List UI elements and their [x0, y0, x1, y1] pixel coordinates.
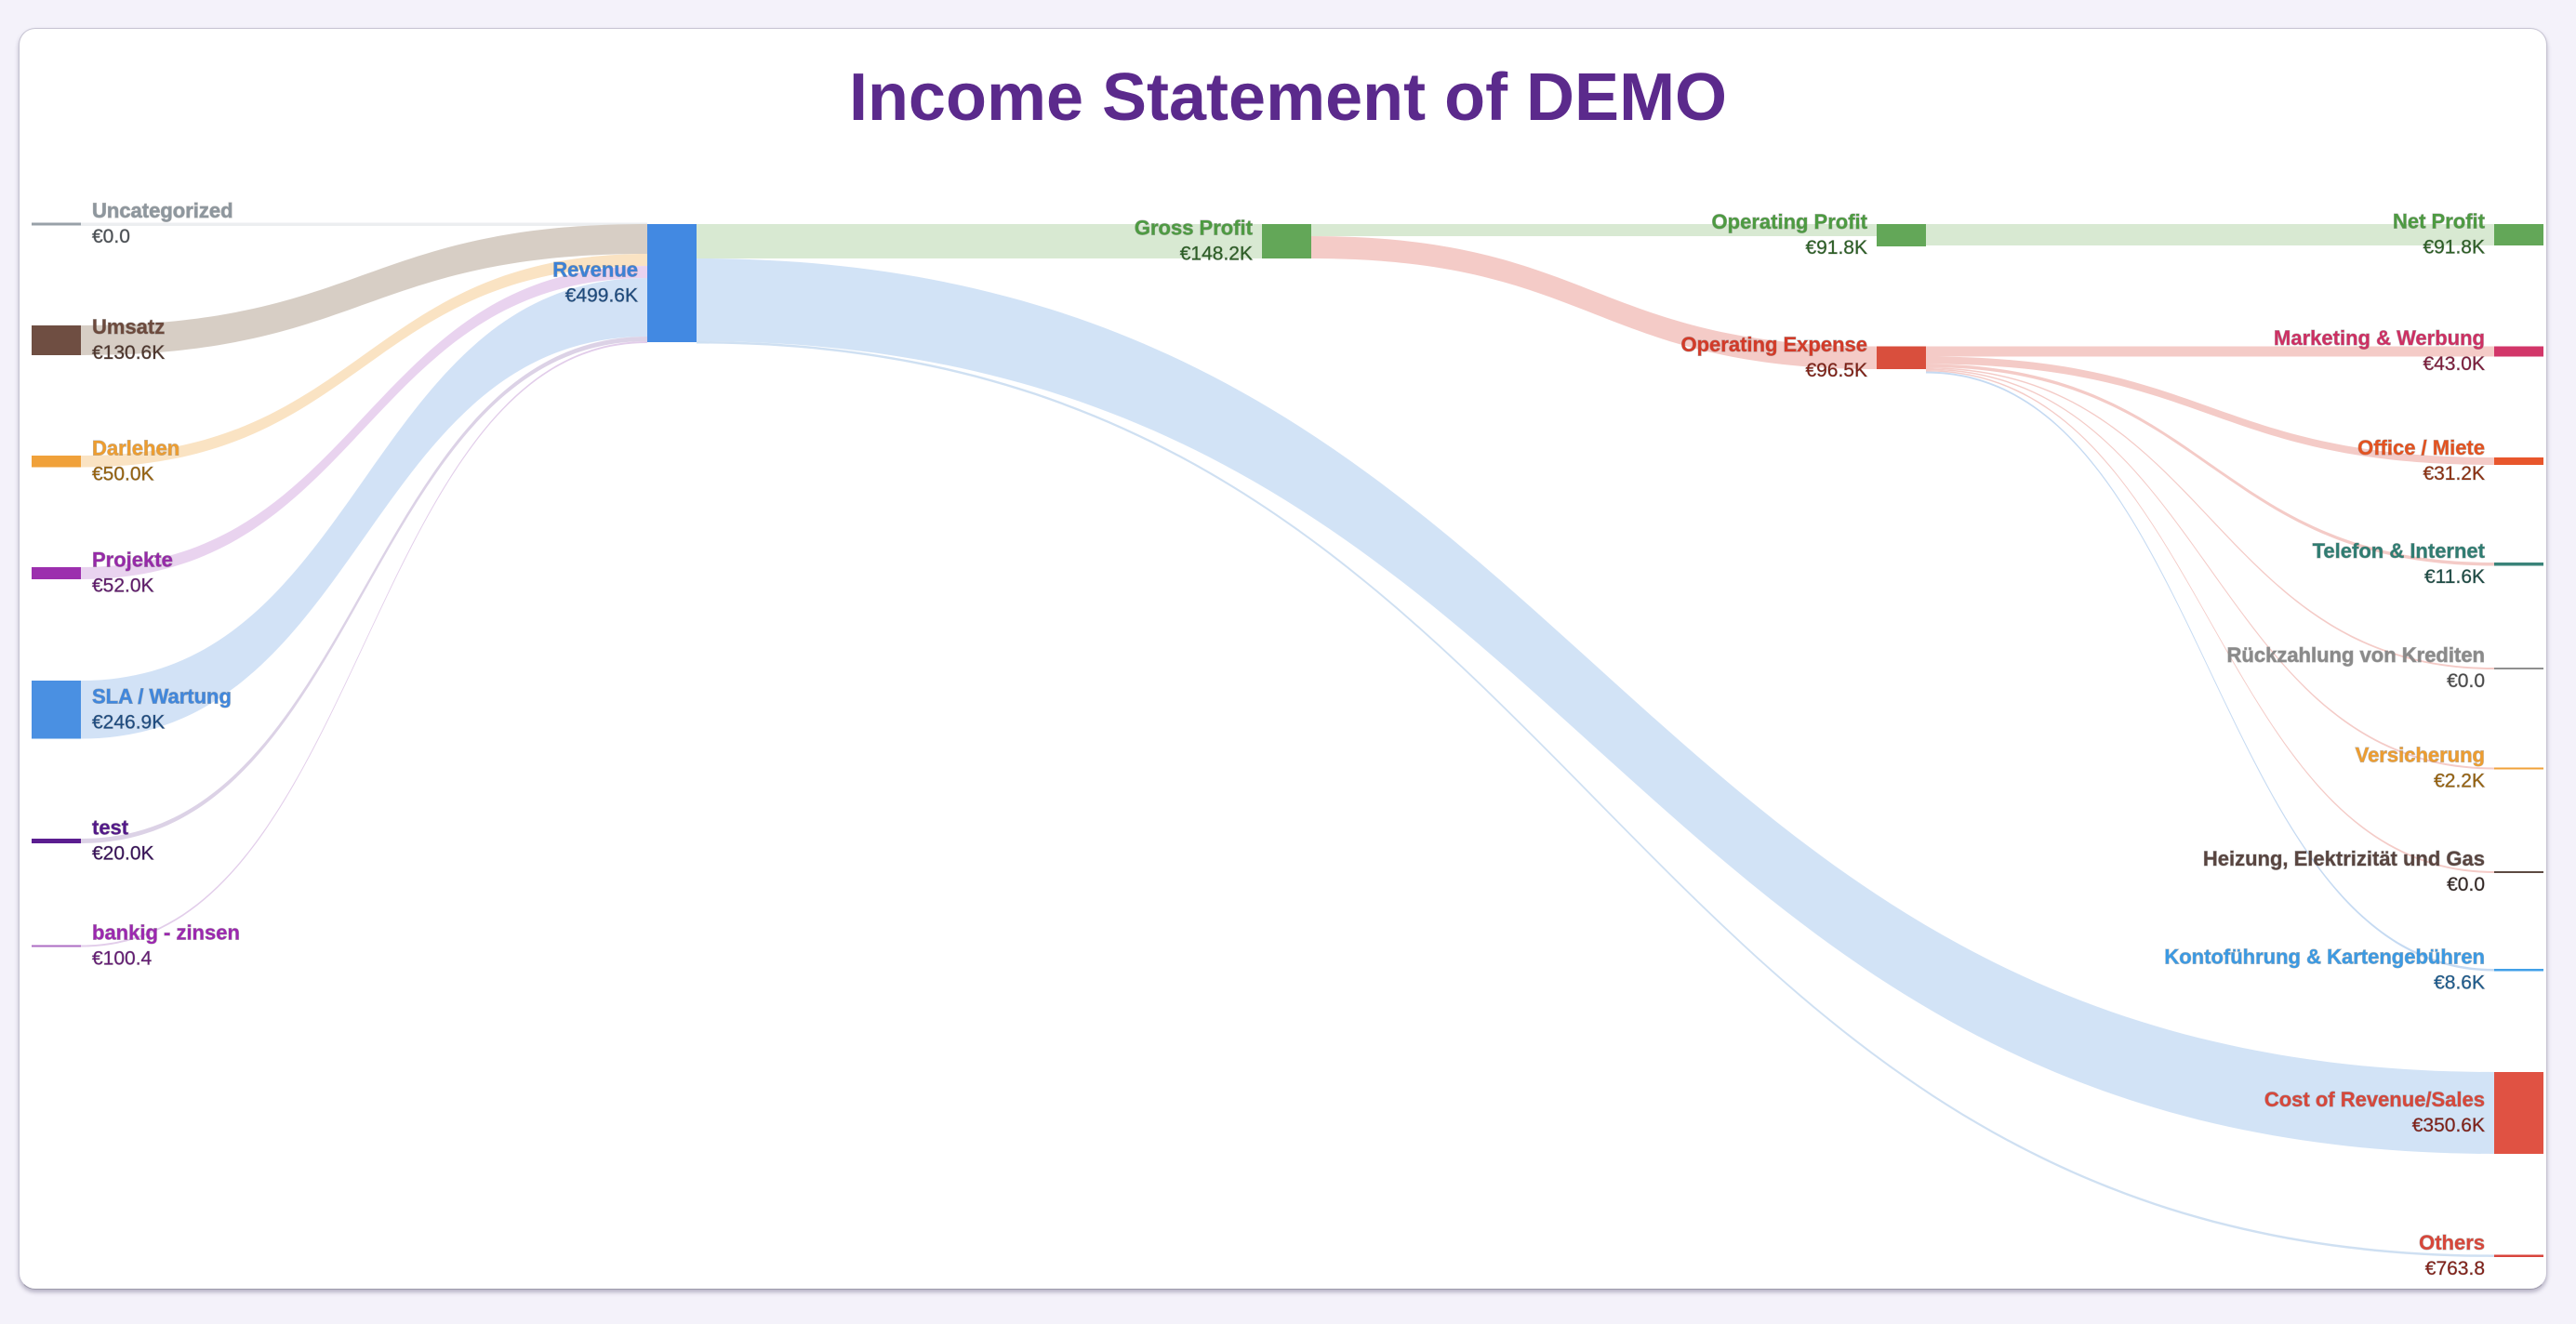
node-label-kontofuehrung: Kontoführung & Kartengebühren — [2164, 945, 2485, 968]
node-label-rueckzahlung: Rückzahlung von Krediten — [2227, 643, 2485, 667]
node-label-operating_profit: Operating Profit — [1712, 210, 1868, 233]
flow-projekte-revenue[interactable] — [81, 266, 647, 579]
node-value-net_profit: €91.8K — [2423, 237, 2485, 258]
flow-operating_expense-rueckzahlung[interactable] — [1926, 367, 2494, 669]
flow-bankig_zinsen-revenue[interactable] — [81, 341, 647, 947]
node-label-office_miete: Office / Miete — [2357, 436, 2485, 459]
node-value-test: €20.0K — [92, 843, 154, 865]
node-label-versicherung: Versicherung — [2356, 744, 2485, 767]
flow-operating_expense-heizung[interactable] — [1926, 370, 2494, 873]
node-label-uncategorized: Uncategorized — [92, 199, 233, 222]
node-value-uncategorized: €0.0 — [92, 226, 130, 247]
node-value-versicherung: €2.2K — [2434, 771, 2485, 792]
node-label-darlehen: Darlehen — [92, 436, 179, 459]
node-revenue[interactable] — [647, 224, 697, 342]
flow-darlehen-revenue[interactable] — [81, 254, 647, 468]
node-bankig_zinsen[interactable] — [32, 945, 81, 947]
node-label-bankig_zinsen: bankig - zinsen — [92, 921, 240, 945]
node-value-heizung: €0.0 — [2447, 874, 2485, 895]
flow-operating_expense-office_miete[interactable] — [1926, 356, 2494, 466]
node-operating_profit[interactable] — [1877, 224, 1926, 246]
node-label-test: test — [92, 816, 129, 840]
node-value-cost_of_revenue: €350.6K — [2412, 1115, 2485, 1136]
node-operating_expense[interactable] — [1877, 346, 1926, 370]
node-value-others: €763.8 — [2425, 1258, 2485, 1279]
node-value-kontofuehrung: €8.6K — [2434, 972, 2485, 993]
node-value-marketing_werbung: €43.0K — [2423, 353, 2485, 375]
node-marketing_werbung[interactable] — [2494, 346, 2543, 357]
flow-revenue-cost_of_revenue[interactable] — [697, 258, 2494, 1154]
node-label-sla_wartung: SLA / Wartung — [92, 684, 232, 708]
node-value-umsatz: €130.6K — [92, 342, 165, 364]
node-label-operating_expense: Operating Expense — [1680, 333, 1867, 356]
node-label-gross_profit: Gross Profit — [1135, 217, 1254, 240]
flow-sla_wartung-revenue[interactable] — [81, 278, 647, 739]
node-label-projekte: Projekte — [92, 549, 173, 572]
node-gross_profit[interactable] — [1262, 224, 1311, 258]
node-kontofuehrung[interactable] — [2494, 969, 2543, 972]
flow-operating_profit-net_profit[interactable] — [1926, 224, 2494, 245]
node-value-bankig_zinsen: €100.4 — [92, 948, 153, 970]
node-rueckzahlung[interactable] — [2494, 668, 2543, 669]
node-label-heizung: Heizung, Elektrizität und Gas — [2203, 847, 2485, 870]
node-label-net_profit: Net Profit — [2393, 210, 2486, 233]
flow-uncategorized-revenue[interactable] — [81, 222, 647, 227]
node-value-rueckzahlung: €0.0 — [2447, 670, 2485, 692]
flow-operating_expense-versicherung[interactable] — [1926, 368, 2494, 770]
node-projekte[interactable] — [32, 567, 81, 579]
node-value-operating_expense: €96.5K — [1805, 360, 1867, 381]
chart-title: Income Statement of DEMO — [848, 60, 1728, 135]
node-others[interactable] — [2494, 1254, 2543, 1258]
flow-umsatz-revenue[interactable] — [81, 224, 647, 355]
node-umsatz[interactable] — [32, 325, 81, 355]
node-label-cost_of_revenue: Cost of Revenue/Sales — [2264, 1088, 2485, 1111]
flow-operating_expense-telefon_internet[interactable] — [1926, 364, 2494, 566]
node-value-darlehen: €50.0K — [92, 463, 154, 484]
node-value-revenue: €499.6K — [565, 285, 638, 307]
node-telefon_internet[interactable] — [2494, 563, 2543, 566]
node-value-gross_profit: €148.2K — [1180, 244, 1253, 265]
node-test[interactable] — [32, 839, 81, 843]
node-cost_of_revenue[interactable] — [2494, 1072, 2543, 1154]
node-label-others: Others — [2419, 1231, 2485, 1254]
node-value-telefon_internet: €11.6K — [2424, 566, 2485, 588]
flow-gross_profit-operating_profit[interactable] — [1311, 224, 1877, 236]
flow-test-revenue[interactable] — [81, 337, 647, 843]
node-sla_wartung[interactable] — [32, 681, 81, 739]
node-value-sla_wartung: €246.9K — [92, 711, 165, 733]
node-uncategorized[interactable] — [32, 222, 81, 226]
flow-gross_profit-operating_expense[interactable] — [1311, 236, 1877, 369]
node-value-office_miete: €31.2K — [2423, 463, 2485, 484]
node-office_miete[interactable] — [2494, 457, 2543, 465]
node-label-revenue: Revenue — [552, 258, 638, 282]
node-net_profit[interactable] — [2494, 224, 2543, 245]
node-heizung[interactable] — [2494, 871, 2543, 873]
node-value-projekte: €52.0K — [92, 576, 154, 597]
node-versicherung[interactable] — [2494, 767, 2543, 770]
node-label-marketing_werbung: Marketing & Werbung — [2274, 326, 2485, 350]
node-value-operating_profit: €91.8K — [1805, 237, 1867, 258]
node-darlehen[interactable] — [32, 456, 81, 468]
flow-operating_expense-kontofuehrung[interactable] — [1926, 371, 2494, 972]
flow-revenue-gross_profit[interactable] — [697, 224, 1262, 258]
node-label-telefon_internet: Telefon & Internet — [2313, 539, 2486, 563]
node-label-umsatz: Umsatz — [92, 315, 165, 338]
flow-operating_expense-marketing_werbung[interactable] — [1926, 346, 2494, 357]
flow-revenue-others[interactable] — [697, 341, 2494, 1257]
